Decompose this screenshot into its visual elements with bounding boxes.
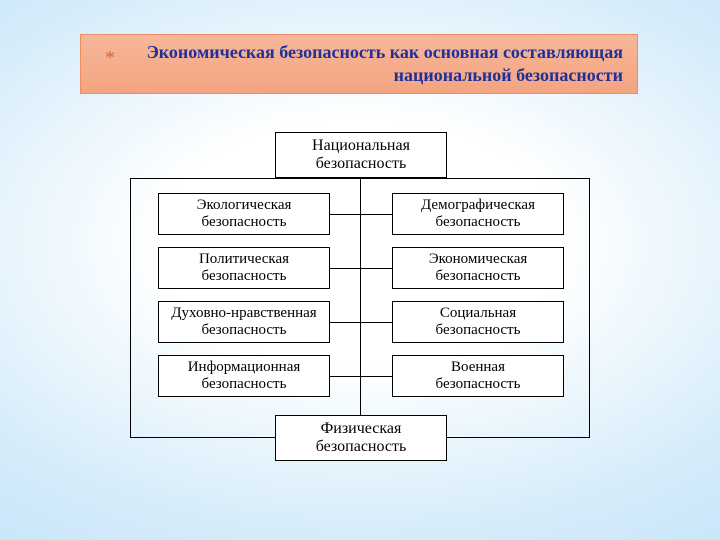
node-label: безопасность [436, 322, 521, 339]
node-ecological-security: Экологическая безопасность [158, 193, 330, 235]
connector-r4 [360, 376, 392, 377]
node-spiritual-moral-security: Духовно-нравственная безопасность [158, 301, 330, 343]
node-label: Национальная [312, 137, 410, 155]
node-national-security: Национальная безопасность [275, 132, 447, 178]
node-information-security: Информационная безопасность [158, 355, 330, 397]
connector-l4 [330, 376, 360, 377]
node-label: безопасность [436, 268, 521, 285]
node-label: безопасность [436, 214, 521, 231]
connector-l1 [330, 214, 360, 215]
node-social-security: Социальная безопасность [392, 301, 564, 343]
diagram: Национальная безопасность Физическая без… [0, 0, 720, 540]
node-label: безопасность [202, 322, 287, 339]
node-demographic-security: Демографическая безопасность [392, 193, 564, 235]
connector-l2 [330, 268, 360, 269]
connector-r3 [360, 322, 392, 323]
node-label: Информационная [188, 359, 301, 376]
connector-r2 [360, 268, 392, 269]
connector-r1 [360, 214, 392, 215]
node-label: Демографическая [421, 197, 535, 214]
node-label: Духовно-нравственная [171, 305, 316, 322]
node-label: Экономическая [429, 251, 528, 268]
node-label: безопасность [202, 376, 287, 393]
node-military-security: Военная безопасность [392, 355, 564, 397]
node-label: безопасность [436, 376, 521, 393]
node-label: безопасность [202, 268, 287, 285]
node-label: Экологическая [197, 197, 292, 214]
node-label: Физическая [321, 420, 402, 438]
node-economic-security: Экономическая безопасность [392, 247, 564, 289]
slide: * Экономическая безопасность как основна… [0, 0, 720, 540]
node-label: Политическая [199, 251, 289, 268]
node-political-security: Политическая безопасность [158, 247, 330, 289]
connector-l3 [330, 322, 360, 323]
node-label: безопасность [316, 155, 407, 173]
node-label: безопасность [202, 214, 287, 231]
node-label: Военная [451, 359, 505, 376]
node-physical-security: Физическая безопасность [275, 415, 447, 461]
node-label: Социальная [440, 305, 516, 322]
node-label: безопасность [316, 438, 407, 456]
